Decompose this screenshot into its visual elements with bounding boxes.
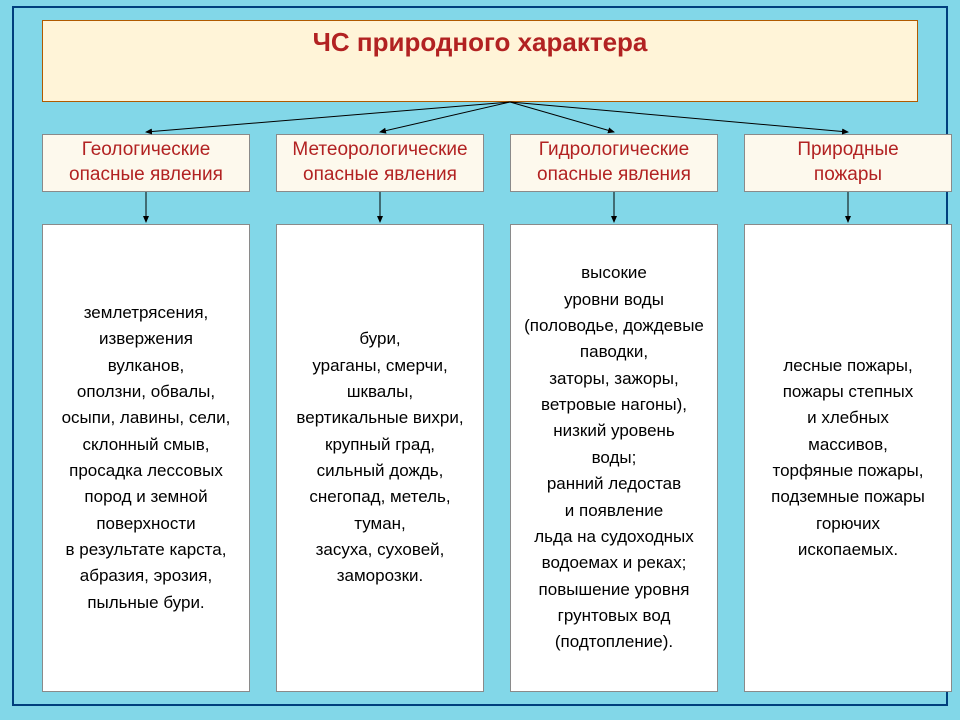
detail-box-1: бури, ураганы, смерчи, шквалы, вертикаль…: [276, 224, 484, 692]
category-label: Природные пожары: [797, 138, 898, 187]
detail-text: лесные пожары, пожары степных и хлебных …: [771, 353, 925, 564]
title-text: ЧС природного характера: [313, 27, 648, 57]
detail-text: высокие уровни воды (половодье, дождевые…: [524, 260, 704, 655]
category-label: Геологические опасные явления: [69, 138, 223, 187]
category-label: Метеорологические опасные явления: [292, 138, 467, 187]
category-label: Гидрологические опасные явления: [537, 138, 691, 187]
title-box: ЧС природного характера: [42, 20, 918, 102]
category-box-2: Гидрологические опасные явления: [510, 134, 718, 192]
page-root: ЧС природного характера Геологические оп…: [0, 0, 960, 720]
detail-text: бури, ураганы, смерчи, шквалы, вертикаль…: [296, 326, 463, 589]
detail-box-2: высокие уровни воды (половодье, дождевые…: [510, 224, 718, 692]
category-box-1: Метеорологические опасные явления: [276, 134, 484, 192]
category-box-3: Природные пожары: [744, 134, 952, 192]
detail-box-0: землетрясения, извержения вулканов, опол…: [42, 224, 250, 692]
detail-text: землетрясения, извержения вулканов, опол…: [62, 300, 231, 616]
detail-box-3: лесные пожары, пожары степных и хлебных …: [744, 224, 952, 692]
category-box-0: Геологические опасные явления: [42, 134, 250, 192]
